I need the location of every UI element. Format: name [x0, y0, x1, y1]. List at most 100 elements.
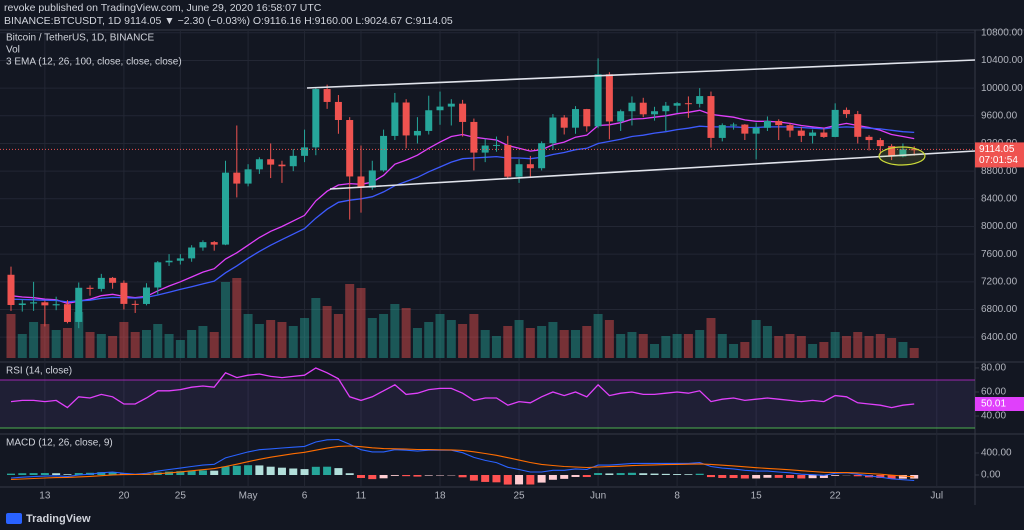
- candle-body: [763, 120, 771, 128]
- candle-body: [210, 242, 218, 245]
- candle-body: [380, 135, 388, 171]
- volume-bar: [796, 336, 806, 358]
- grid: [0, 30, 975, 487]
- volume-bar: [288, 326, 298, 358]
- candle-body: [233, 172, 241, 184]
- candle-body: [492, 144, 500, 146]
- volume-bar: [762, 326, 772, 358]
- macd-histogram-bar: [627, 472, 636, 475]
- volume-bar: [85, 332, 95, 358]
- volume-bar: [187, 330, 197, 358]
- candle-body: [52, 304, 60, 306]
- macd-histogram-bar: [323, 466, 332, 475]
- y-tick-label: 9600.00: [981, 110, 1018, 121]
- candle-body: [662, 105, 670, 112]
- macd-histogram-bar: [277, 467, 286, 475]
- trend-line-lower: [329, 150, 976, 190]
- y-tick-label: 6800.00: [981, 304, 1018, 315]
- macd-histogram-bar: [831, 474, 840, 476]
- y-tick-label: 10000.00: [981, 83, 1023, 94]
- symbol-line: BINANCE:BTCUSDT, 1D 9114.05 ▼ −2.30 (−0.…: [4, 15, 453, 27]
- volume-bar: [503, 326, 513, 358]
- macd-histogram-bar: [232, 465, 241, 475]
- candle-body: [820, 132, 828, 137]
- candle-body: [312, 89, 320, 148]
- volume-bar: [717, 334, 727, 358]
- volume-bar: [356, 288, 366, 358]
- candle-body: [120, 282, 128, 304]
- candle-body: [888, 146, 896, 157]
- candle-body: [628, 102, 636, 112]
- volume-bar: [62, 328, 72, 358]
- candle-body: [639, 102, 647, 115]
- x-tick-label: 8: [674, 491, 680, 502]
- volume-bar: [424, 322, 434, 358]
- candle-body: [515, 164, 523, 177]
- macd-histogram-bar: [63, 474, 72, 475]
- x-tick-label: 11: [356, 491, 367, 502]
- macd-histogram-bar: [481, 474, 490, 482]
- volume-bar: [650, 344, 660, 358]
- volume-bar: [785, 334, 795, 358]
- macd-histogram-bar: [503, 474, 512, 485]
- candle-body: [718, 125, 726, 138]
- macd-histogram-bar: [887, 474, 896, 479]
- macd-histogram-bar: [413, 474, 422, 477]
- volume-bar: [638, 334, 648, 358]
- x-tick-label: 15: [751, 491, 763, 502]
- volume-bar: [875, 334, 885, 358]
- volume-bar: [537, 326, 547, 358]
- candle-body: [481, 145, 489, 153]
- macd-histogram-bar: [740, 474, 749, 479]
- candle-body: [696, 96, 704, 104]
- volume-bar: [469, 314, 479, 358]
- macd-histogram-bar: [594, 473, 603, 475]
- candle-body: [255, 159, 263, 170]
- candle-body: [797, 130, 805, 136]
- candle-body: [267, 159, 275, 165]
- x-tick-label: 22: [830, 491, 842, 502]
- volume-bar: [17, 334, 27, 358]
- y-tick-label: 0.00: [981, 470, 1001, 481]
- volume-bar: [830, 332, 840, 358]
- volume-bar: [401, 308, 411, 358]
- volume-bar: [333, 314, 343, 358]
- candle-body: [876, 140, 884, 147]
- macd-histogram-bar: [786, 474, 795, 478]
- volume-bar: [379, 314, 389, 358]
- candle-body: [786, 125, 794, 131]
- macd-histogram-bar: [334, 468, 343, 475]
- volume-bar: [209, 332, 219, 358]
- footer-logo: TradingView: [6, 513, 91, 525]
- volume-bar: [593, 314, 603, 358]
- macd-histogram-bar: [616, 473, 625, 475]
- volume-bar: [458, 324, 468, 358]
- candle-body: [538, 143, 546, 169]
- macd-histogram-bar: [684, 474, 693, 475]
- macd-histogram-bar: [300, 469, 309, 475]
- macd-histogram-bar: [97, 472, 106, 475]
- volume-bar: [751, 320, 761, 358]
- volume-bar: [729, 344, 739, 358]
- volume-bar: [300, 318, 310, 358]
- macd-histogram-bar: [198, 470, 207, 475]
- volume-bar: [74, 312, 84, 358]
- y-tick-label: 8000.00: [981, 221, 1018, 232]
- candle-body: [244, 169, 252, 184]
- candle-body: [651, 111, 659, 115]
- volume-bar: [864, 336, 874, 358]
- macd-histogram-bar: [797, 474, 806, 479]
- macd-histogram-bar: [695, 473, 704, 475]
- volume-bar: [774, 336, 784, 358]
- volume-bar: [51, 330, 61, 358]
- volume-bar: [40, 324, 50, 358]
- volume-bar: [130, 332, 140, 358]
- candle-body: [842, 109, 850, 115]
- volume-bar: [514, 320, 524, 358]
- macd-histogram-bar: [74, 473, 83, 475]
- macd-histogram-bar: [548, 474, 557, 480]
- rsi-title: RSI (14, close): [6, 366, 72, 377]
- candle-body: [684, 103, 692, 105]
- volume-bar: [446, 320, 456, 358]
